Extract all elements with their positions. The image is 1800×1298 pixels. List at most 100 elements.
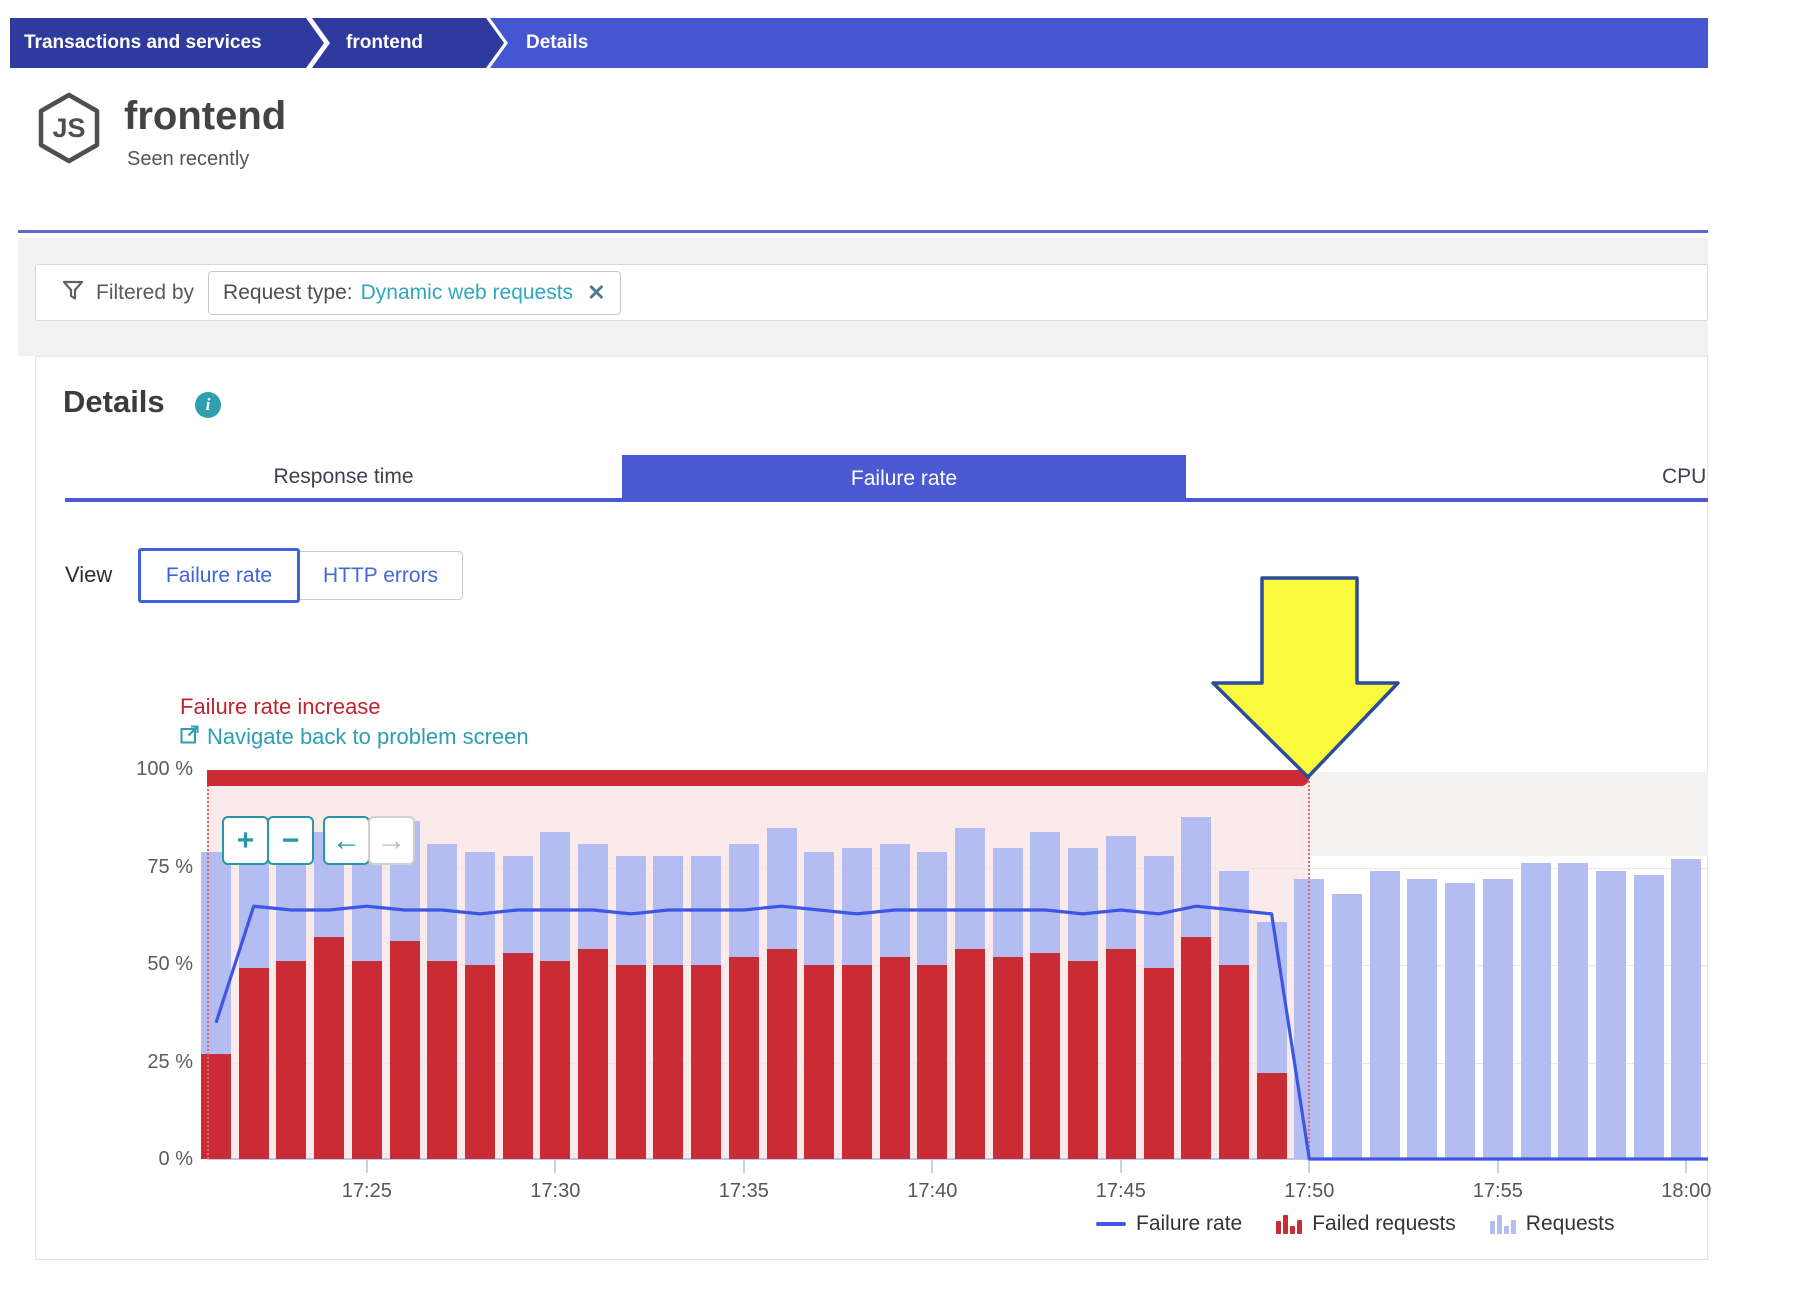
failed-request-bar (1030, 952, 1061, 1159)
view-option-failure-rate[interactable]: Failure rate (138, 548, 300, 603)
details-section-title: Details (63, 384, 165, 419)
x-axis-tick (1308, 1160, 1311, 1173)
page-title: frontend (124, 94, 287, 138)
legend-item-failed-requests[interactable]: Failed requests (1276, 1212, 1456, 1236)
failed-request-bar (804, 964, 835, 1159)
navigate-back-link-label: Navigate back to problem screen (207, 724, 529, 749)
x-axis-label: 17:25 (341, 1180, 392, 1202)
y-axis-label: 100 % (136, 758, 193, 780)
breadcrumb-item-details[interactable]: Details (490, 18, 1708, 68)
chart-plot-area[interactable] (201, 770, 1708, 1161)
view-option-http-errors[interactable]: HTTP errors (298, 551, 463, 600)
view-option-label: Failure rate (165, 563, 273, 587)
legend-label: Requests (1525, 1212, 1615, 1235)
request-bar (1445, 882, 1476, 1159)
failed-request-bar (238, 968, 269, 1159)
legend-item-requests[interactable]: Requests (1489, 1212, 1615, 1236)
filter-chip-request-type: Request type: Dynamic web requests ✕ (208, 270, 621, 315)
breadcrumb: Transactions and services frontend Detai… (10, 18, 1708, 68)
zoom-in-button[interactable]: + (222, 816, 269, 865)
breadcrumb-item-transactions-and-services[interactable]: Transactions and services (10, 18, 324, 68)
x-axis-tick (554, 1160, 557, 1173)
pan-left-button[interactable]: ← (323, 816, 370, 865)
request-bar (1332, 894, 1362, 1159)
x-axis-tick (1119, 1160, 1122, 1173)
blue-bars-swatch-icon (1489, 1214, 1516, 1234)
failed-request-bar (389, 941, 420, 1159)
failed-request-bar (502, 952, 533, 1159)
y-axis-label: 25 % (147, 1051, 193, 1073)
x-axis-label: 17:50 (1284, 1180, 1335, 1202)
x-axis-label: 17:40 (907, 1180, 958, 1202)
failed-request-bar (540, 960, 571, 1159)
failure-rate-line (214, 904, 1708, 1161)
problem-pointer-arrow-icon (1190, 572, 1420, 789)
failed-request-bar (766, 948, 797, 1159)
failed-request-bar (578, 948, 608, 1159)
failed-request-bar (1143, 968, 1174, 1159)
arrow-right-icon: → (376, 823, 407, 857)
problem-end-dotted-line (1308, 770, 1311, 1159)
tab-response-time[interactable]: Response time (65, 455, 622, 498)
request-bar (1595, 871, 1626, 1159)
filter-chip-value[interactable]: Dynamic web requests (360, 280, 574, 304)
x-axis-line (207, 1158, 1708, 1160)
request-bar (1558, 863, 1589, 1159)
x-axis-tick (742, 1160, 745, 1173)
failed-request-bar (1256, 1073, 1287, 1159)
status-text: Seen recently (127, 148, 250, 170)
filter-label: Filtered by (96, 280, 195, 304)
x-axis-label: 17:45 (1095, 1180, 1146, 1202)
x-axis-label: 17:30 (530, 1180, 581, 1202)
zoom-out-icon: − (281, 823, 300, 857)
breadcrumb-label: frontend (346, 32, 424, 53)
failure-100pct-band (207, 770, 1310, 786)
x-axis-tick (1685, 1160, 1688, 1173)
failed-request-bar (841, 964, 872, 1159)
x-axis-label: 18:00 (1661, 1180, 1712, 1202)
filter-chip-prefix: Request type: (223, 280, 353, 304)
failed-request-bar (427, 960, 458, 1159)
tab-cpu[interactable]: CPU (1662, 455, 1708, 498)
y-axis-label: 75 % (147, 856, 193, 878)
request-bar (1633, 875, 1664, 1159)
legend-label: Failed requests (1312, 1212, 1456, 1235)
failed-request-bar (1068, 960, 1099, 1159)
y-axis-label: 50 % (147, 953, 193, 975)
failed-request-bar (955, 948, 985, 1159)
tab-failure-rate[interactable]: Failure rate (622, 455, 1186, 502)
failed-request-bar (728, 956, 759, 1159)
failed-request-bar (314, 937, 345, 1159)
view-label: View (65, 562, 113, 587)
breadcrumb-label: Transactions and services (24, 32, 262, 53)
post-problem-top-band (1309, 772, 1708, 856)
failed-request-bar (615, 964, 646, 1159)
legend-item-failure-rate[interactable]: Failure rate (1096, 1212, 1242, 1236)
filter-chip-close-icon[interactable]: ✕ (587, 279, 606, 305)
nodejs-hexagon-icon: JS (36, 92, 102, 169)
tab-label: CPU (1662, 464, 1707, 488)
x-axis-tick (365, 1160, 368, 1173)
breadcrumb-label: Details (526, 32, 589, 53)
filter-bar: Filtered by Request type: Dynamic web re… (35, 264, 1708, 321)
navigate-back-link[interactable]: Navigate back to problem screen (180, 724, 529, 750)
request-bar (1520, 863, 1551, 1159)
pan-right-button-disabled: → (368, 816, 415, 865)
failed-request-bar (653, 964, 684, 1159)
external-link-icon (180, 724, 199, 750)
failed-request-bar (992, 956, 1023, 1159)
zoom-out-button[interactable]: − (267, 816, 314, 865)
failed-request-bar (201, 1053, 231, 1159)
info-icon[interactable]: i (195, 392, 221, 418)
red-bars-swatch-icon (1276, 1214, 1303, 1234)
failed-request-bar (351, 960, 382, 1159)
failed-request-bar (276, 960, 307, 1159)
x-axis-label: 17:55 (1472, 1180, 1523, 1202)
line-swatch-icon (1096, 1222, 1126, 1226)
filter-funnel-icon (62, 279, 84, 306)
x-axis-tick (1496, 1160, 1499, 1173)
x-axis-label: 17:35 (718, 1180, 769, 1202)
failed-request-bar (879, 956, 910, 1159)
breadcrumb-item-frontend[interactable]: frontend (312, 18, 504, 68)
zoom-in-icon: + (236, 823, 255, 857)
